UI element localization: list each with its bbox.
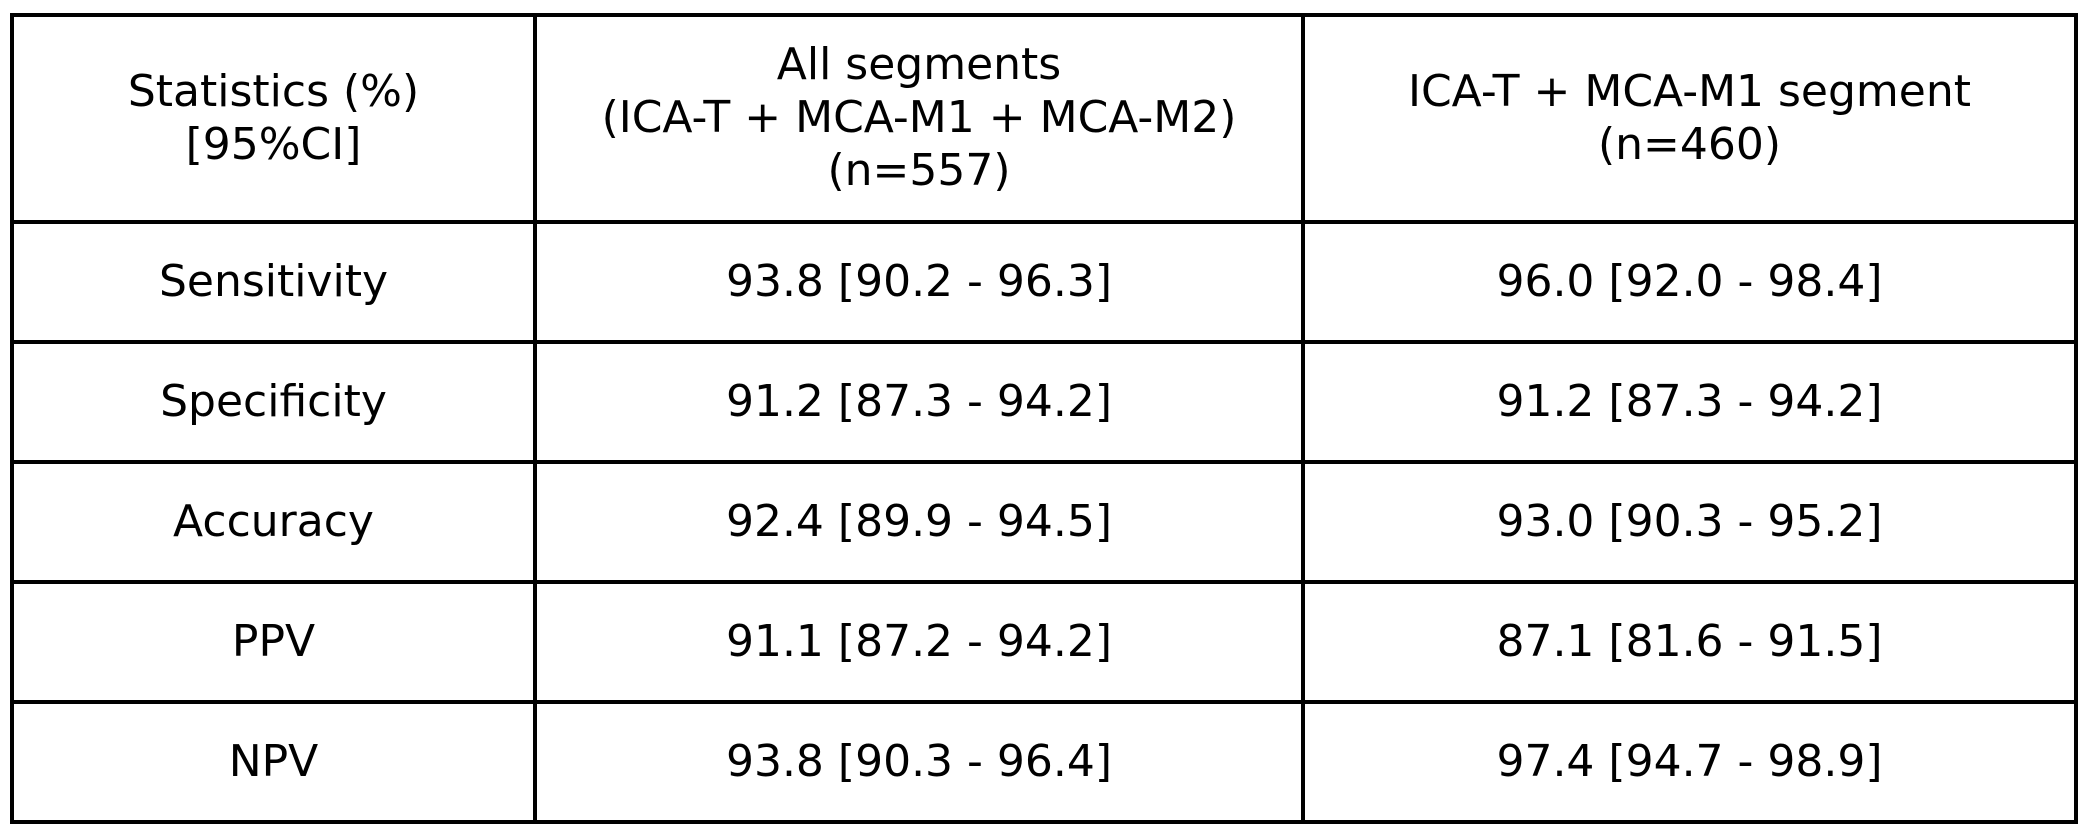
table-row: PPV 91.1 [87.2 - 94.2] 87.1 [81.6 - 91.5… [10,580,2078,704]
header-ica-mca-m1-line: (n=460) [1597,118,1782,170]
cell-ica-mca-m1: 93.0 [90.3 - 95.2] [1301,460,2078,584]
cell-ica-mca-m1: 87.1 [81.6 - 91.5] [1301,580,2078,704]
cell-statistic: PPV [10,580,537,704]
cell-statistic: Specificity [10,340,537,464]
cell-all-segments: 93.8 [90.2 - 96.3] [533,220,1305,344]
header-ica-mca-m1: ICA-T + MCA-M1 segment (n=460) [1301,13,2078,224]
cell-all-segments: 92.4 [89.9 - 94.5] [533,460,1305,584]
cell-all-segments: 91.2 [87.3 - 94.2] [533,340,1305,464]
header-all-segments-line: (ICA-T + MCA-M1 + MCA-M2) [601,92,1237,144]
cell-ica-mca-m1: 97.4 [94.7 - 98.9] [1301,700,2078,824]
table-row: Accuracy 92.4 [89.9 - 94.5] 93.0 [90.3 -… [10,460,2078,584]
header-statistics-line: Statistics (%) [127,65,420,117]
header-ica-mca-m1-line: ICA-T + MCA-M1 segment [1407,65,1972,117]
cell-statistic: Accuracy [10,460,537,584]
cell-statistic: Sensitivity [10,220,537,344]
header-statistics: Statistics (%) [95%CI] [10,13,537,224]
header-all-segments-line: (n=557) [827,144,1011,196]
table-row: Sensitivity 93.8 [90.2 - 96.3] 96.0 [92.… [10,220,2078,344]
statistics-table: Statistics (%) [95%CI] All segments (ICA… [10,13,2078,824]
header-all-segments: All segments (ICA-T + MCA-M1 + MCA-M2) (… [533,13,1305,224]
cell-ica-mca-m1: 96.0 [92.0 - 98.4] [1301,220,2078,344]
cell-all-segments: 91.1 [87.2 - 94.2] [533,580,1305,704]
header-statistics-line: [95%CI] [185,118,362,170]
table-row: Specificity 91.2 [87.3 - 94.2] 91.2 [87.… [10,340,2078,464]
table-row: NPV 93.8 [90.3 - 96.4] 97.4 [94.7 - 98.9… [10,700,2078,824]
table-header-row: Statistics (%) [95%CI] All segments (ICA… [10,13,2078,224]
header-all-segments-line: All segments [776,39,1062,91]
cell-statistic: NPV [10,700,537,824]
cell-ica-mca-m1: 91.2 [87.3 - 94.2] [1301,340,2078,464]
cell-all-segments: 93.8 [90.3 - 96.4] [533,700,1305,824]
